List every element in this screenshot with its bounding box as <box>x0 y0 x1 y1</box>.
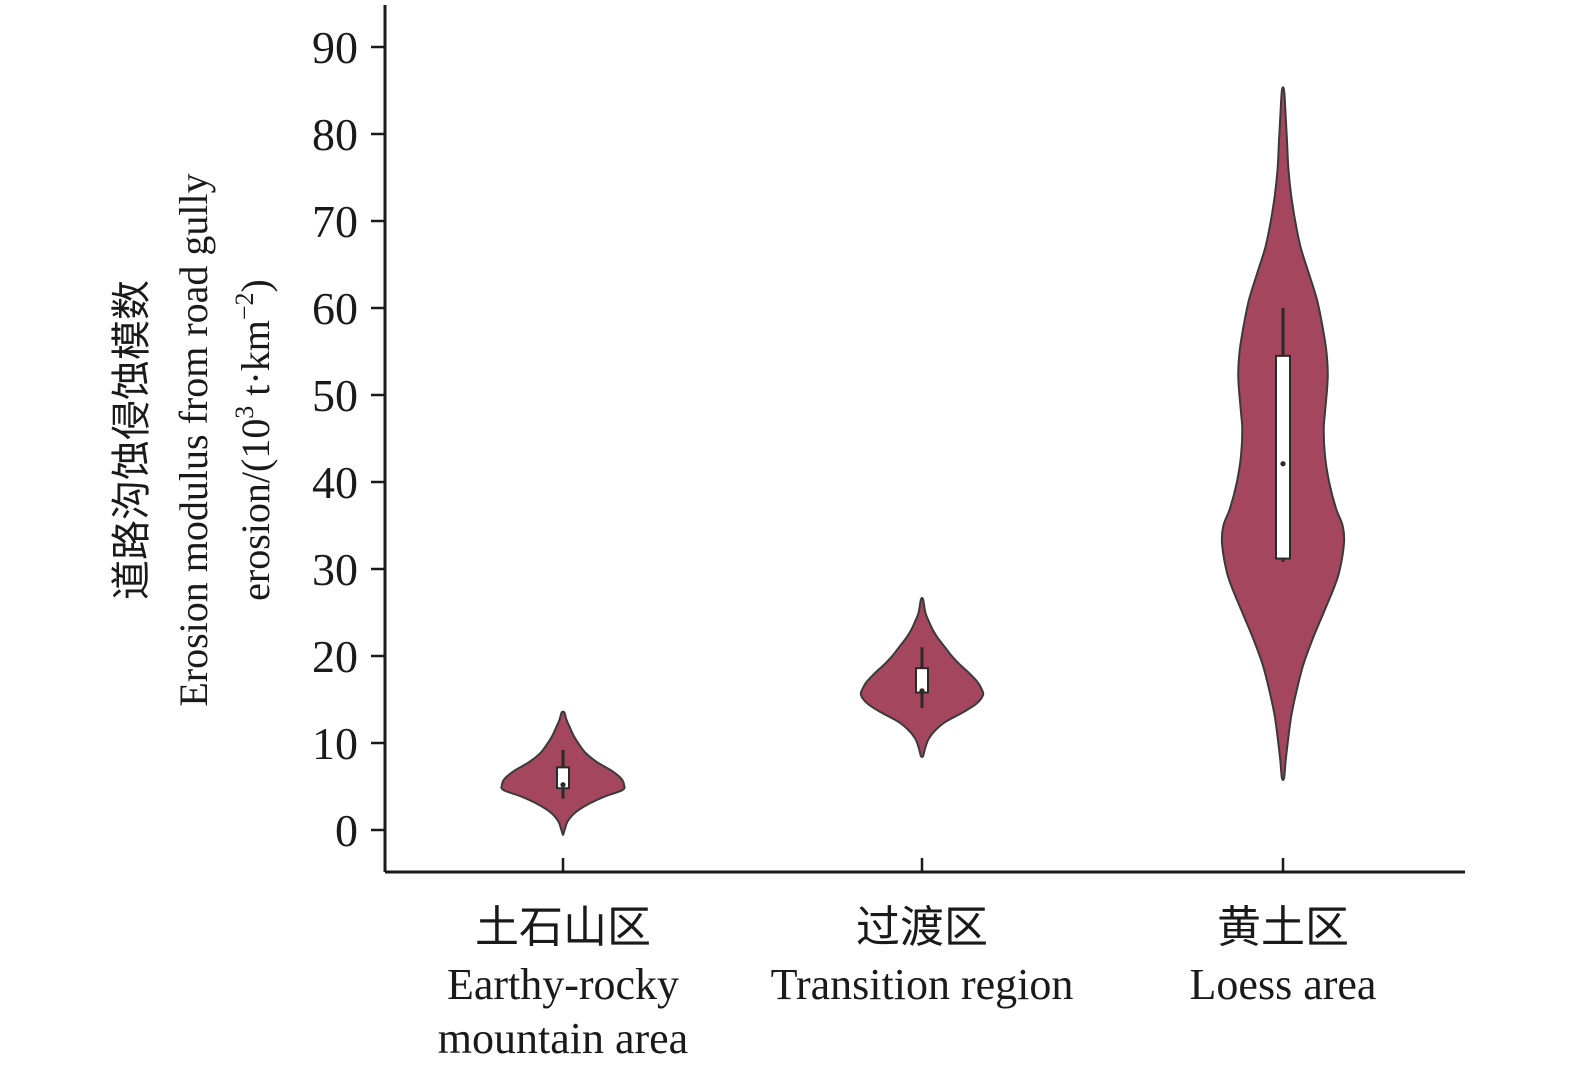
y-tick-label: 10 <box>312 718 358 769</box>
x-category-label-en: mountain area <box>438 1014 688 1063</box>
y-axis: 0 10 20 30 40 50 60 70 80 90 <box>312 5 387 872</box>
x-category-label-cn: 黄土区 <box>1217 903 1349 952</box>
x-category-label-en: Loess area <box>1190 960 1377 1009</box>
y-tick-label: 80 <box>312 109 358 160</box>
violin-median-dot <box>560 782 566 788</box>
y-axis-title-en-line2: erosion/(103 t·km−2) <box>230 279 278 601</box>
y-title-suffix: ) <box>233 279 278 292</box>
y-tick-label: 90 <box>312 22 358 73</box>
y-title-sup-1: 3 <box>230 406 259 419</box>
y-title-sup-2: −2 <box>230 292 259 320</box>
y-tick-label: 30 <box>312 544 358 595</box>
x-axis <box>385 858 1465 874</box>
violin-box <box>1275 354 1291 560</box>
y-axis-title-cn: 道路沟蚀侵蚀模数 <box>109 280 154 600</box>
x-category-label-en: Earthy-rocky <box>447 960 679 1009</box>
y-tick-label: 60 <box>312 283 358 334</box>
y-axis-title: 道路沟蚀侵蚀模数 Erosion modulus from road gully… <box>109 173 278 706</box>
y-tick-label: 20 <box>312 631 358 682</box>
y-axis-title-en-line1: Erosion modulus from road gully <box>171 173 216 706</box>
y-title-prefix: erosion/(10 <box>233 419 278 601</box>
y-tick-label: 40 <box>312 457 358 508</box>
violin-median-dot <box>919 688 925 694</box>
violins <box>500 86 1346 836</box>
y-title-mid: t·km <box>233 320 278 406</box>
violin-box <box>556 766 570 790</box>
y-tick-label: 70 <box>312 196 358 247</box>
x-category-label-cn: 过渡区 <box>856 903 988 952</box>
x-category-label-en: Transition region <box>771 960 1074 1009</box>
violin-median-dot <box>1280 461 1286 467</box>
x-category-label-cn: 土石山区 <box>475 903 651 952</box>
y-tick-label: 50 <box>312 370 358 421</box>
category-labels: 土石山区 Earthy-rocky mountain area 过渡区 Transiti… <box>438 903 1377 1063</box>
y-tick-label: 0 <box>335 805 358 856</box>
